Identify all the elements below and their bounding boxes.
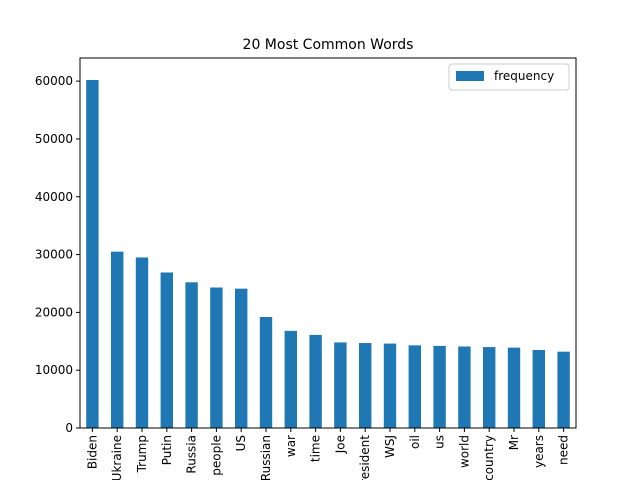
y-tick-label: 10000 bbox=[35, 363, 73, 377]
legend-swatch bbox=[456, 71, 484, 81]
x-tick-label: Russian bbox=[259, 435, 273, 480]
legend: frequency bbox=[448, 63, 570, 91]
y-tick-label: 30000 bbox=[35, 248, 73, 262]
bar-war bbox=[284, 330, 297, 428]
y-tick-label: 40000 bbox=[35, 190, 73, 204]
bar-trump bbox=[135, 257, 149, 428]
x-tick-label: Ukraine bbox=[110, 435, 124, 480]
x-tick-label: world bbox=[457, 435, 471, 468]
x-tick-label: Joe bbox=[333, 435, 347, 454]
x-tick-label: President bbox=[358, 435, 372, 480]
bar-president bbox=[359, 343, 372, 428]
x-tick-label: war bbox=[284, 435, 298, 457]
bar-wsj bbox=[383, 343, 397, 428]
x-tick-label: Russia bbox=[185, 435, 199, 474]
bar-mr bbox=[507, 347, 521, 428]
x-tick-label: us bbox=[433, 435, 447, 449]
x-tick-label: Putin bbox=[160, 435, 174, 465]
bar-time bbox=[309, 334, 322, 428]
x-tick-label: Mr bbox=[507, 435, 521, 450]
x-tick-label: people bbox=[209, 435, 223, 476]
y-tick-label: 50000 bbox=[35, 132, 73, 146]
bar-russian bbox=[259, 317, 273, 428]
x-tick-label: years bbox=[532, 435, 546, 468]
x-tick-label: US bbox=[234, 435, 248, 451]
bar-biden bbox=[86, 79, 99, 428]
x-tick-label: need bbox=[557, 435, 571, 465]
bar-us bbox=[235, 288, 248, 428]
bars-group bbox=[86, 79, 570, 428]
bar-ukraine bbox=[111, 251, 124, 428]
x-axis: Biden Ukraine Trump Putin Russia people US Russ… bbox=[85, 428, 571, 480]
y-axis: 0 10000 20000 30000 40000 50000 60000 bbox=[35, 74, 80, 435]
x-tick-label: oil bbox=[408, 435, 422, 449]
bar-years bbox=[532, 349, 545, 428]
bar-putin bbox=[160, 272, 173, 428]
bar-people bbox=[210, 287, 223, 428]
x-tick-label: WSJ bbox=[383, 435, 397, 458]
y-tick-label: 0 bbox=[65, 421, 73, 435]
bar-joe bbox=[334, 342, 347, 428]
x-tick-label: Trump bbox=[135, 435, 149, 473]
plot-frame bbox=[79, 57, 577, 429]
bar-country bbox=[483, 347, 496, 428]
y-tick-label: 60000 bbox=[35, 74, 73, 88]
chart-title: 20 Most Common Words bbox=[243, 37, 414, 53]
bar-world bbox=[458, 346, 471, 428]
x-tick-label: country bbox=[482, 435, 496, 480]
bar-need bbox=[557, 351, 570, 428]
y-tick-label: 20000 bbox=[35, 305, 73, 319]
x-tick-label: time bbox=[309, 435, 323, 462]
legend-box bbox=[448, 63, 570, 91]
x-tick-label: Biden bbox=[85, 435, 99, 469]
legend-label-frequency: frequency bbox=[494, 69, 554, 83]
bar-oil bbox=[408, 345, 421, 428]
bar-russia bbox=[185, 282, 198, 428]
bar-us bbox=[433, 345, 446, 428]
